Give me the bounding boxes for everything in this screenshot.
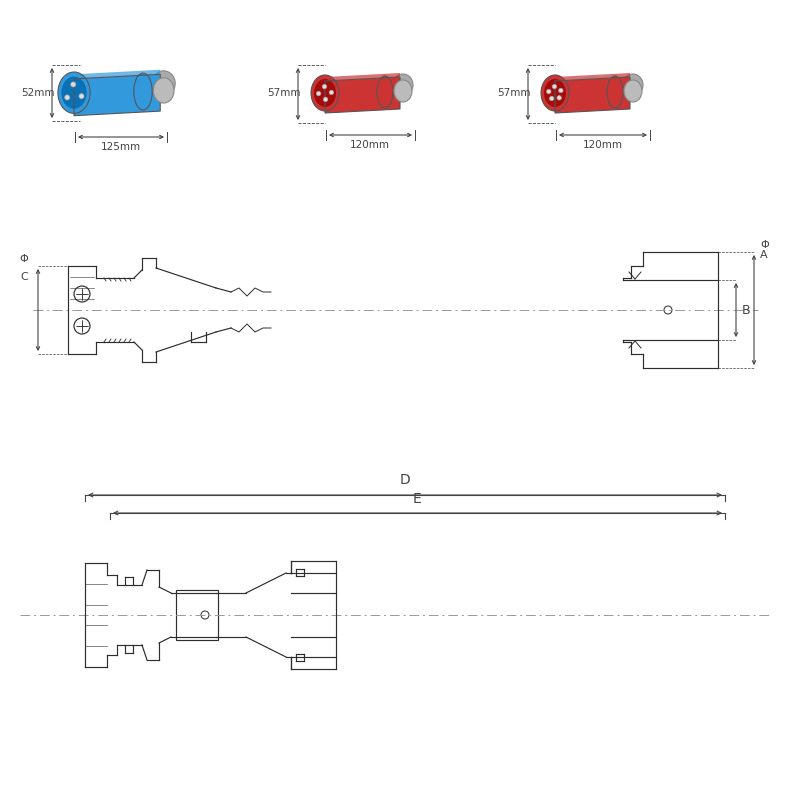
Circle shape (317, 91, 321, 96)
Circle shape (322, 85, 326, 89)
Ellipse shape (314, 79, 336, 107)
Text: D: D (400, 473, 410, 487)
Ellipse shape (311, 75, 339, 111)
Circle shape (546, 90, 551, 94)
Text: E: E (413, 492, 422, 506)
Bar (176, 590, 218, 640)
Text: A: A (760, 250, 768, 260)
Polygon shape (74, 74, 160, 116)
Text: 57mm: 57mm (498, 88, 530, 98)
Text: 57mm: 57mm (267, 88, 301, 98)
Circle shape (79, 94, 84, 98)
Polygon shape (325, 77, 400, 113)
Circle shape (70, 82, 76, 87)
Ellipse shape (134, 73, 152, 110)
Circle shape (550, 96, 554, 101)
Ellipse shape (58, 72, 90, 114)
Ellipse shape (154, 78, 174, 103)
Ellipse shape (541, 75, 569, 111)
Ellipse shape (624, 80, 642, 102)
Circle shape (558, 88, 563, 93)
Ellipse shape (377, 76, 393, 108)
Polygon shape (555, 77, 630, 113)
Text: 120mm: 120mm (583, 140, 623, 150)
Text: B: B (742, 303, 750, 317)
Text: Φ: Φ (20, 254, 28, 264)
Circle shape (557, 96, 562, 100)
Ellipse shape (607, 76, 623, 108)
Ellipse shape (393, 74, 413, 96)
Ellipse shape (394, 80, 412, 102)
Ellipse shape (544, 79, 566, 107)
Polygon shape (325, 73, 400, 81)
Text: 120mm: 120mm (350, 140, 390, 150)
Circle shape (65, 95, 70, 100)
Ellipse shape (62, 77, 86, 109)
Text: C: C (20, 272, 28, 282)
Text: 125mm: 125mm (101, 142, 141, 152)
Circle shape (552, 85, 557, 89)
Circle shape (329, 90, 334, 94)
Circle shape (323, 97, 328, 102)
Text: 52mm: 52mm (22, 88, 54, 98)
Polygon shape (555, 73, 630, 81)
Ellipse shape (623, 74, 643, 96)
Text: Φ: Φ (760, 240, 769, 250)
Ellipse shape (152, 71, 175, 96)
Polygon shape (74, 70, 160, 79)
